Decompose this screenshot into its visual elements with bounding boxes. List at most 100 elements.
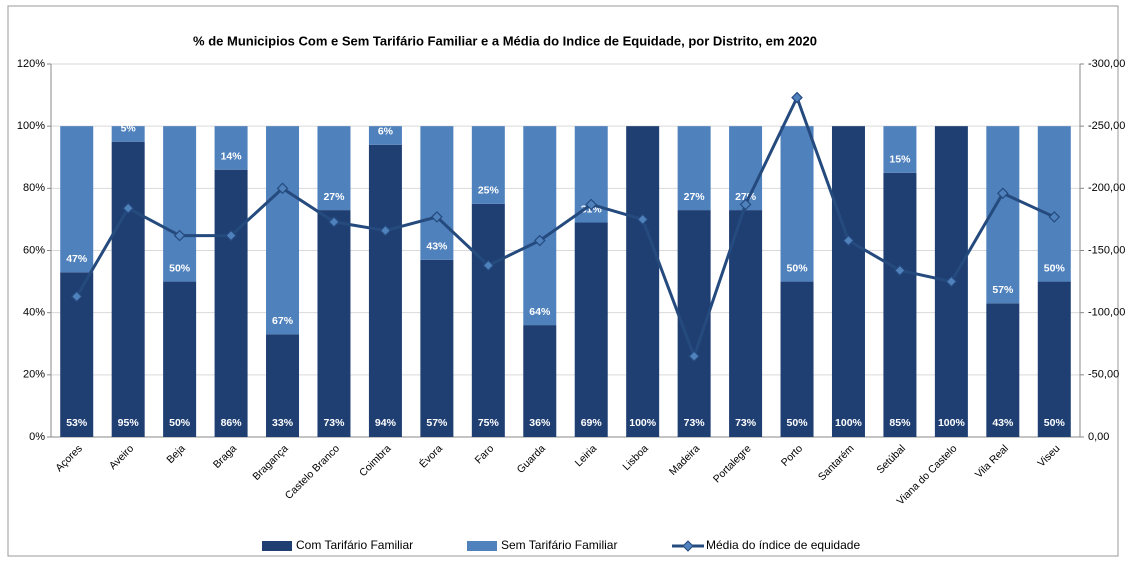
value-label: 100% xyxy=(938,417,966,429)
y2-tick-label: -200,00 xyxy=(1088,182,1125,194)
marker xyxy=(585,198,598,211)
value-label: 15% xyxy=(889,154,911,166)
value-label: 6% xyxy=(378,126,394,138)
marker xyxy=(791,91,803,104)
chart-title: % de Municipios Com e Sem Tarifário Fami… xyxy=(193,33,817,48)
bar xyxy=(163,281,197,437)
marker xyxy=(945,275,958,288)
bar xyxy=(317,210,351,437)
marker xyxy=(739,198,752,211)
value-label: 57% xyxy=(426,417,448,429)
bar xyxy=(780,126,814,282)
value-label: 95% xyxy=(118,417,140,429)
value-label: 53% xyxy=(66,417,88,429)
value-label: 47% xyxy=(66,253,88,265)
value-label: 50% xyxy=(787,262,809,274)
legend-swatch xyxy=(262,541,292,551)
value-label: 36% xyxy=(529,417,551,429)
legend-label: Sem Tarifário Familiar xyxy=(501,538,617,552)
marker xyxy=(1048,211,1061,223)
marker xyxy=(533,234,546,247)
value-label: 64% xyxy=(529,306,551,318)
value-label: 14% xyxy=(221,150,243,162)
value-label: 100% xyxy=(629,417,657,429)
bar xyxy=(780,281,814,437)
y2-tick-label: -300,00 xyxy=(1088,58,1125,70)
y-tick-label: 60% xyxy=(23,244,45,256)
value-label: 50% xyxy=(169,262,191,274)
bar xyxy=(1037,126,1071,282)
value-label: 67% xyxy=(272,315,294,327)
marker xyxy=(482,259,495,272)
bar xyxy=(729,210,763,437)
y-tick-label: 40% xyxy=(23,307,45,319)
bar xyxy=(214,126,248,170)
value-label: 73% xyxy=(735,417,757,429)
value-label: 43% xyxy=(426,241,448,253)
bar xyxy=(111,126,145,142)
value-label: 73% xyxy=(684,417,706,429)
marker xyxy=(996,187,1009,200)
y-tick-label: 80% xyxy=(23,182,45,194)
bar xyxy=(368,144,402,438)
marker xyxy=(379,224,392,237)
y-tick-label: 120% xyxy=(17,58,45,70)
marker xyxy=(122,202,135,215)
legend-marker xyxy=(682,540,694,552)
y2-tick-label: -100,00 xyxy=(1088,307,1125,319)
bar xyxy=(111,141,145,438)
value-label: 5% xyxy=(121,122,137,134)
bar xyxy=(420,259,454,437)
value-label: 94% xyxy=(375,417,397,429)
value-label: 50% xyxy=(1044,262,1066,274)
value-label: 50% xyxy=(787,417,809,429)
y-tick-label: 100% xyxy=(17,120,45,132)
marker xyxy=(225,229,237,242)
bar xyxy=(266,126,300,335)
marker xyxy=(688,350,700,363)
y2-tick-label: 0,00 xyxy=(1088,431,1109,443)
value-label: 33% xyxy=(272,417,294,429)
value-label: 100% xyxy=(835,417,863,429)
bar xyxy=(471,126,505,204)
bar xyxy=(420,126,454,260)
bar xyxy=(986,303,1020,437)
legend-label: Média do índice de equidade xyxy=(706,538,860,552)
value-label: 43% xyxy=(992,417,1014,429)
marker xyxy=(70,290,83,303)
value-label: 50% xyxy=(169,417,191,429)
bar xyxy=(471,203,505,437)
marker xyxy=(894,264,906,277)
line xyxy=(75,93,1055,361)
y2-tick-label: -250,00 xyxy=(1088,120,1125,132)
value-label: 86% xyxy=(221,417,243,429)
value-label: 73% xyxy=(323,417,345,429)
value-label: 27% xyxy=(323,191,345,203)
y2-tick-label: -150,00 xyxy=(1088,244,1125,256)
y-tick-label: 20% xyxy=(23,369,45,381)
bar xyxy=(266,334,300,437)
bar xyxy=(163,126,197,282)
bar xyxy=(883,172,917,437)
bar xyxy=(626,126,660,438)
bar xyxy=(523,126,557,326)
marker xyxy=(276,182,289,195)
bar xyxy=(574,222,608,437)
bar xyxy=(214,169,248,437)
value-label: 85% xyxy=(889,417,911,429)
marker xyxy=(173,229,186,242)
marker xyxy=(328,216,340,228)
value-label: 69% xyxy=(581,417,603,429)
bar xyxy=(677,126,711,211)
bar xyxy=(60,126,94,273)
value-label: 25% xyxy=(478,185,500,197)
bar xyxy=(368,126,402,145)
marker xyxy=(842,234,855,247)
bar xyxy=(317,126,351,211)
value-label: 75% xyxy=(478,417,500,429)
y2-tick-label: -50,00 xyxy=(1088,369,1119,381)
marker xyxy=(636,213,649,226)
legend-swatch xyxy=(467,541,497,551)
bar xyxy=(523,325,557,437)
